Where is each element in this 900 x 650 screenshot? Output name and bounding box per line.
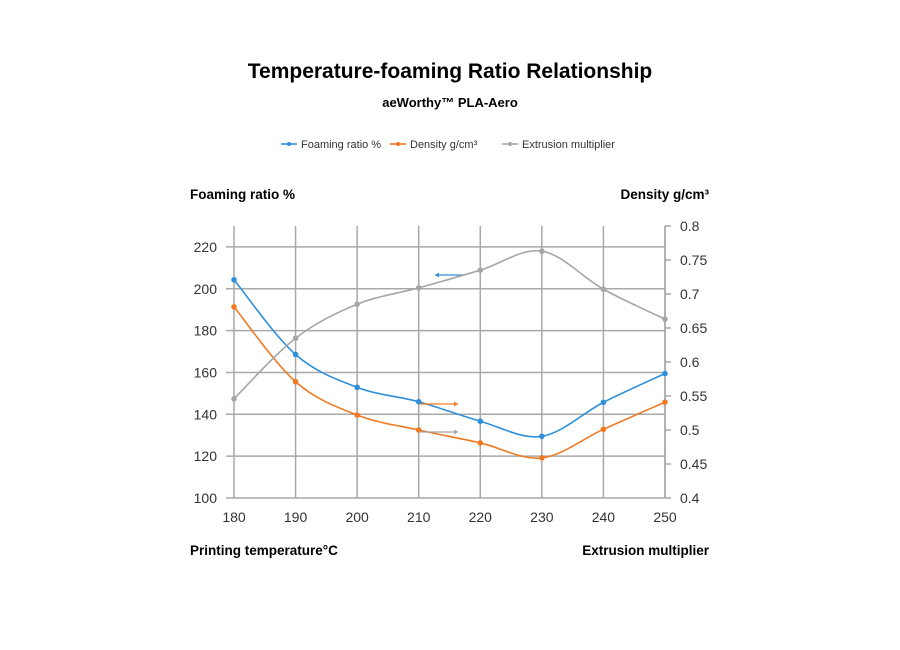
right-tick-label: 0.5 [680,422,700,438]
arrow-head-icon [435,272,439,278]
data-point [231,276,237,283]
legend-marker [396,142,400,146]
legend-marker [287,142,291,146]
left-tick-label: 100 [194,490,218,506]
left-tick-label: 140 [194,406,218,422]
series-line [233,249,666,400]
x-tick-label: 240 [592,509,616,525]
chart-subtitle: aeWorthy™ PLA-Aero [382,95,518,110]
right-tick-label: 0.75 [680,252,707,268]
data-point [539,248,545,254]
data-point [662,399,668,405]
series-line [233,306,666,459]
legend-marker [508,142,512,146]
x-tick-label: 220 [469,509,493,525]
x-tick-label: 210 [407,509,431,525]
x-axis-label: Printing temperature°C [190,543,338,558]
left-tick-label: 160 [194,364,218,380]
x-tick-label: 230 [530,509,554,525]
right-tick-label: 0.6 [680,354,700,370]
chart-title: Temperature-foaming Ratio Relationship [248,60,653,83]
arrow-head-icon [454,401,458,407]
data-point [539,433,545,440]
data-point [662,316,668,322]
data-point [600,426,607,433]
x-tick-label: 190 [284,509,308,525]
legend-label: Extrusion multiplier [522,139,615,151]
right-axis-label: Density g/cm³ [620,187,709,202]
data-point [415,398,422,405]
x-tick-label: 250 [653,509,677,525]
data-point [292,378,299,385]
data-point [600,286,607,293]
right-tick-label: 0.55 [680,388,707,404]
data-point [662,370,668,377]
data-point [477,267,484,274]
series-line [233,279,666,438]
right-tick-label: 0.4 [680,490,700,506]
data-point [354,301,360,308]
right-tick-label: 0.65 [680,320,707,336]
data-point [477,440,484,446]
left-axis-label: Foaming ratio % [190,187,295,202]
data-point [231,395,237,402]
left-tick-label: 120 [194,448,218,464]
data-point [415,285,422,291]
left-tick-label: 200 [194,281,218,297]
legend-label: Density g/cm³ [410,139,478,151]
data-point [354,412,360,418]
secondary-axis-label: Extrusion multiplier [582,543,710,558]
data-point [292,335,299,342]
data-point [477,418,484,425]
data-point [539,455,545,461]
data-point [600,399,607,406]
x-tick-label: 200 [345,509,369,525]
legend-label: Foaming ratio % [301,139,381,151]
right-tick-label: 0.7 [680,286,700,302]
data-point [231,304,237,310]
data-point [292,351,299,358]
right-tick-label: 0.8 [680,218,700,234]
right-tick-label: 0.45 [680,456,707,472]
data-point [354,384,360,391]
x-tick-label: 180 [222,509,246,525]
left-tick-label: 220 [194,239,218,255]
left-tick-label: 180 [194,323,218,339]
arrow-head-icon [454,429,458,435]
